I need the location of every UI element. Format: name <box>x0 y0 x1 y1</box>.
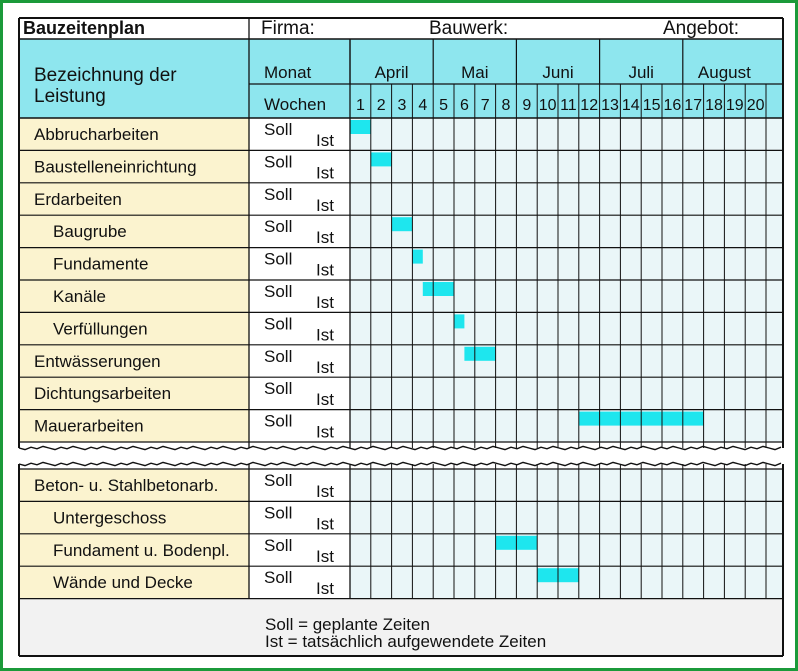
soll-label: Soll <box>264 314 292 333</box>
task-label: Mauerarbeiten <box>34 417 144 436</box>
month-label-april: April <box>375 63 409 82</box>
ist-label: Ist <box>316 547 334 566</box>
week-number-15: 15 <box>643 97 661 114</box>
task-label: Untergeschoss <box>53 508 166 527</box>
month-label-mai: Mai <box>461 63 488 82</box>
soll-label: Soll <box>264 152 292 171</box>
soll-bar <box>391 217 413 232</box>
soll-label: Soll <box>264 347 292 366</box>
torn-edge-bottom <box>18 461 782 467</box>
month-label-august: August <box>698 63 751 82</box>
week-number-3: 3 <box>398 97 407 114</box>
week-number-6: 6 <box>460 97 469 114</box>
task-label: Beton- u. Stahlbetonarb. <box>34 476 218 495</box>
soll-bar <box>370 152 392 167</box>
angebot-label: Angebot: <box>663 18 739 39</box>
week-number-20: 20 <box>747 97 765 114</box>
task-label: Wände und Decke <box>53 573 193 592</box>
break-gap <box>18 448 784 464</box>
legend-ist: Ist = tatsächlich aufgewendete Zeiten <box>265 632 546 651</box>
week-number-8: 8 <box>502 97 511 114</box>
column-header-monat: Monat <box>264 63 312 82</box>
task-label: Abbrucharbeiten <box>34 125 159 144</box>
torn-edge-top <box>18 445 782 451</box>
column-header-wochen: Wochen <box>264 95 326 114</box>
week-number-17: 17 <box>684 97 702 114</box>
week-number-4: 4 <box>418 97 427 114</box>
column-header-bezeichnung: Bezeichnung der <box>34 65 177 86</box>
title-row-bg <box>19 18 783 39</box>
ist-label: Ist <box>316 579 334 598</box>
header-label-bg <box>19 39 249 118</box>
soll-bar <box>350 120 371 134</box>
soll-label: Soll <box>264 568 292 587</box>
soll-label: Soll <box>264 282 292 301</box>
week-number-7: 7 <box>481 97 490 114</box>
bauwerk-label: Bauwerk: <box>429 18 508 39</box>
soll-bar <box>454 314 465 329</box>
week-number-12: 12 <box>580 97 598 114</box>
soll-bar <box>464 346 496 361</box>
ist-label: Ist <box>316 131 334 150</box>
soll-label: Soll <box>264 503 292 522</box>
task-label: Erdarbeiten <box>34 190 122 209</box>
ist-label: Ist <box>316 196 334 215</box>
soll-label: Soll <box>264 250 292 269</box>
task-label: Verfüllungen <box>53 319 148 338</box>
ist-label: Ist <box>316 358 334 377</box>
week-number-10: 10 <box>539 97 557 114</box>
week-number-1: 1 <box>356 97 365 114</box>
ist-label: Ist <box>316 325 334 344</box>
week-number-5: 5 <box>439 97 448 114</box>
legend-bg <box>19 598 783 656</box>
soll-label: Soll <box>264 412 292 431</box>
soll-label: Soll <box>264 185 292 204</box>
task-label: Baugrube <box>53 222 127 241</box>
week-number-13: 13 <box>601 97 619 114</box>
week-number-18: 18 <box>705 97 723 114</box>
week-number-16: 16 <box>664 97 682 114</box>
week-number-2: 2 <box>377 97 386 114</box>
gantt-table: Bauzeitenplan Firma: Bauwerk: Angebot: Bezei… <box>18 17 784 657</box>
week-number-11: 11 <box>560 97 577 114</box>
ist-label: Ist <box>316 514 334 533</box>
task-label: Kanäle <box>53 287 106 306</box>
firma-label: Firma: <box>261 18 315 39</box>
week-number-14: 14 <box>622 97 640 114</box>
task-label: Fundament u. Bodenpl. <box>53 541 230 560</box>
column-header-bezeichnung-line2: Leistung <box>34 86 106 107</box>
ist-label: Ist <box>316 423 334 442</box>
ist-label: Ist <box>316 482 334 501</box>
task-label: Entwässerungen <box>34 352 161 371</box>
soll-bar <box>412 249 423 264</box>
task-label: Baustelleneinrichtung <box>34 157 197 176</box>
ist-label: Ist <box>316 293 334 312</box>
soll-label: Soll <box>264 471 292 490</box>
task-label: Dichtungsarbeiten <box>34 384 171 403</box>
week-number-9: 9 <box>522 97 531 114</box>
ist-label: Ist <box>316 390 334 409</box>
soll-label: Soll <box>264 536 292 555</box>
soll-bar <box>422 282 454 296</box>
task-label: Fundamente <box>53 255 148 274</box>
ist-label: Ist <box>316 261 334 280</box>
soll-label: Soll <box>264 379 292 398</box>
month-label-juni: Juni <box>542 63 573 82</box>
ist-label: Ist <box>316 163 334 182</box>
soll-label: Soll <box>264 217 292 236</box>
page-title: Bauzeitenplan <box>23 18 145 38</box>
month-label-juli: Juli <box>628 63 654 82</box>
legend-soll: Soll = geplante Zeiten <box>265 615 430 634</box>
soll-label: Soll <box>264 120 292 139</box>
ist-label: Ist <box>316 228 334 247</box>
week-number-19: 19 <box>726 97 744 114</box>
